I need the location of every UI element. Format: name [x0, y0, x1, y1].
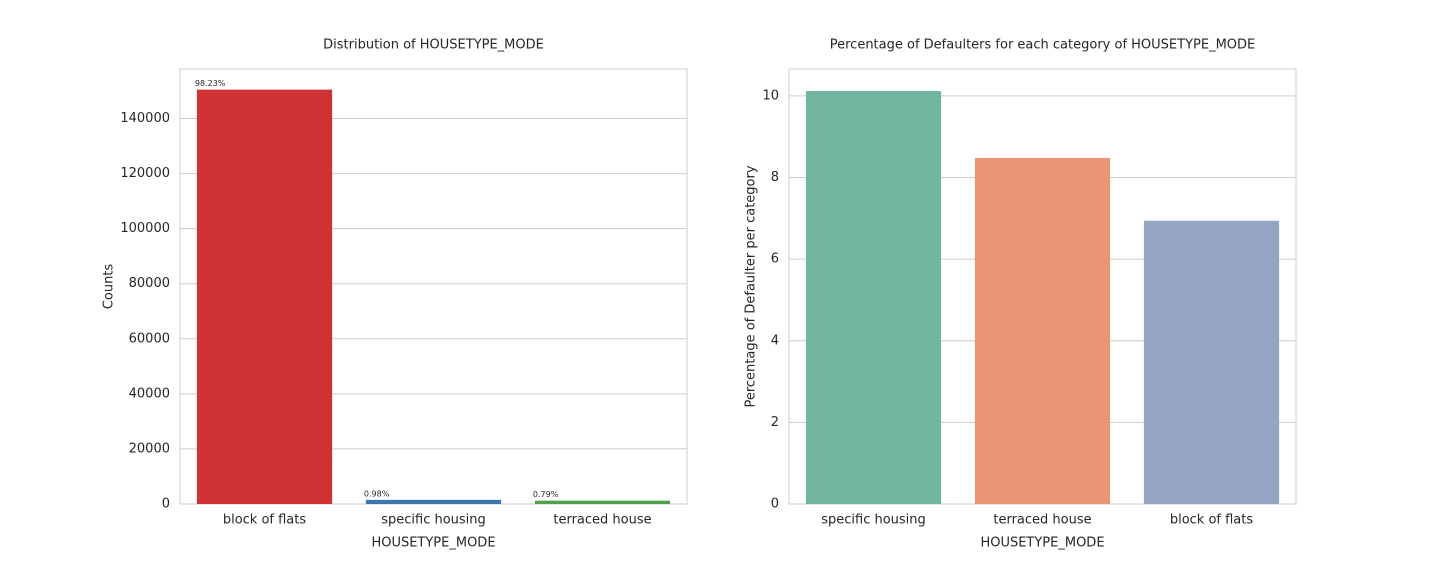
y-tick-label: 2	[771, 415, 779, 430]
bar-annotation: 0.98%	[364, 489, 390, 498]
bar	[534, 500, 671, 504]
y-axis-label: Percentage of Defaulter per category	[744, 165, 759, 407]
y-tick-label: 120000	[120, 166, 170, 181]
bar-annotation: 0.79%	[533, 490, 559, 499]
chart-title: Distribution of HOUSETYPE_MODE	[323, 38, 544, 53]
x-tick-label: block of flats	[1170, 513, 1254, 528]
y-tick-label: 140000	[120, 111, 170, 126]
x-tick-label: specific housing	[381, 513, 486, 528]
x-axis-label: HOUSETYPE_MODE	[980, 536, 1104, 551]
y-tick-label: 60000	[129, 331, 170, 346]
x-tick-label: block of flats	[223, 513, 307, 528]
x-tick-label: terraced house	[993, 513, 1091, 528]
y-tick-label: 80000	[129, 276, 170, 291]
bar	[805, 91, 942, 504]
bar	[974, 157, 1111, 504]
bar	[196, 89, 333, 504]
bar-annotation: 98.23%	[195, 79, 226, 88]
y-tick-label: 40000	[129, 386, 170, 401]
bar	[1143, 220, 1280, 504]
chart-title: Percentage of Defaulters for each catego…	[830, 38, 1256, 53]
y-axis-label: Counts	[102, 264, 117, 310]
x-tick-label: specific housing	[821, 513, 926, 528]
y-tick-label: 0	[771, 497, 779, 512]
y-tick-label: 4	[771, 333, 779, 348]
bar	[365, 499, 502, 504]
x-axis-label: HOUSETYPE_MODE	[371, 536, 495, 551]
x-tick-label: terraced house	[553, 513, 651, 528]
y-tick-label: 20000	[129, 441, 170, 456]
y-tick-label: 100000	[120, 221, 170, 236]
y-tick-label: 6	[771, 252, 779, 267]
y-tick-label: 10	[762, 88, 779, 103]
y-tick-label: 0	[162, 497, 170, 512]
y-tick-label: 8	[771, 170, 779, 185]
